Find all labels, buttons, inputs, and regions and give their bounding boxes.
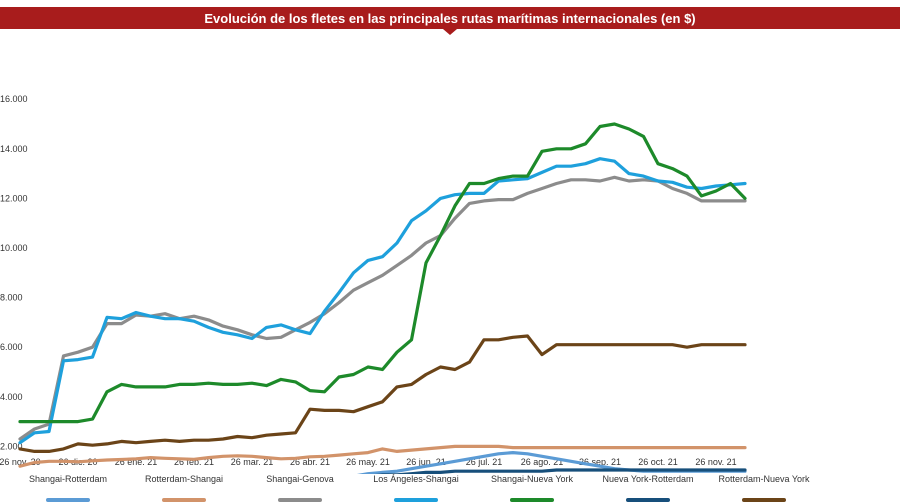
y-tick-label: 10.000 — [0, 243, 28, 253]
series-line — [374, 468, 747, 474]
y-tick-label: 8.000 — [0, 293, 23, 303]
legend-swatch — [742, 498, 786, 502]
x-tick-label: 26 abr. 21 — [290, 457, 330, 467]
legend-item: Shangai-Nueva York — [476, 474, 588, 502]
x-tick-label: 26 nov. 20 — [0, 457, 41, 467]
legend-swatch — [278, 498, 322, 502]
line-chart: 2.000 4.000 6.000 8.000 10.000 12.000 14.000 16… — [0, 94, 747, 474]
y-axis-ticks: 2.000 4.000 6.000 8.000 10.000 12.000 14.000 16… — [0, 94, 28, 451]
legend-label: Shangai-Genova — [266, 474, 334, 484]
legend-label: Rotterdam-Nueva York — [718, 474, 810, 484]
y-tick-label: 6.000 — [0, 342, 23, 352]
title-bar — [0, 7, 900, 29]
legend-item: Nueva York-Rotterdam — [592, 474, 704, 502]
x-tick-label: 26 may. 21 — [346, 457, 390, 467]
x-tick-label: 26 ago. 21 — [521, 457, 564, 467]
x-tick-label: 26 jul. 21 — [466, 457, 503, 467]
legend-swatch — [162, 498, 206, 502]
y-tick-label: 12.000 — [0, 193, 28, 203]
legend: Shangai-Rotterdam Rotterdam-Shangai Shanga… — [0, 474, 900, 502]
y-tick-label: 16.000 — [0, 94, 28, 104]
legend-label: Shangai-Nueva York — [490, 474, 574, 484]
legend-item: Los Ángeles-Shangai — [360, 474, 472, 502]
legend-item: Shangai-Genova — [244, 474, 356, 502]
x-tick-label: 26 oct. 21 — [638, 457, 678, 467]
chart-title: Evolución de los fletes en las principal… — [204, 11, 696, 26]
x-tick-label: 26 sep. 21 — [579, 457, 621, 467]
title-pointer — [443, 29, 457, 35]
series-line — [18, 157, 747, 445]
x-tick-label: 26 nov. 21 — [695, 457, 736, 467]
legend-item: Rotterdam-Nueva York — [708, 474, 820, 502]
legend-swatch — [46, 498, 90, 502]
y-tick-label: 4.000 — [0, 392, 23, 402]
y-tick-label: 14.000 — [0, 144, 28, 154]
x-tick-label: 26 jun. 21 — [406, 457, 446, 467]
legend-label: Shangai-Rotterdam — [28, 474, 108, 484]
x-tick-label: 26 ene. 21 — [115, 457, 158, 467]
series-lines — [18, 122, 747, 474]
legend-label: Nueva York-Rotterdam — [602, 474, 694, 484]
legend-label: Los Ángeles-Shangai — [373, 474, 459, 484]
y-tick-label: 2.000 — [0, 441, 23, 451]
series-line — [18, 444, 747, 468]
series-line — [18, 175, 747, 441]
legend-label: Rotterdam-Shangai — [144, 474, 224, 484]
x-tick-label: 26 mar. 21 — [231, 457, 274, 467]
x-tick-label: 26 feb. 21 — [174, 457, 214, 467]
legend-swatch — [510, 498, 554, 502]
series-line — [18, 334, 747, 453]
series-line — [18, 122, 747, 424]
legend-item: Rotterdam-Shangai — [128, 474, 240, 502]
legend-item: Shangai-Rotterdam — [12, 474, 124, 502]
legend-swatch — [626, 498, 670, 502]
legend-swatch — [394, 498, 438, 502]
